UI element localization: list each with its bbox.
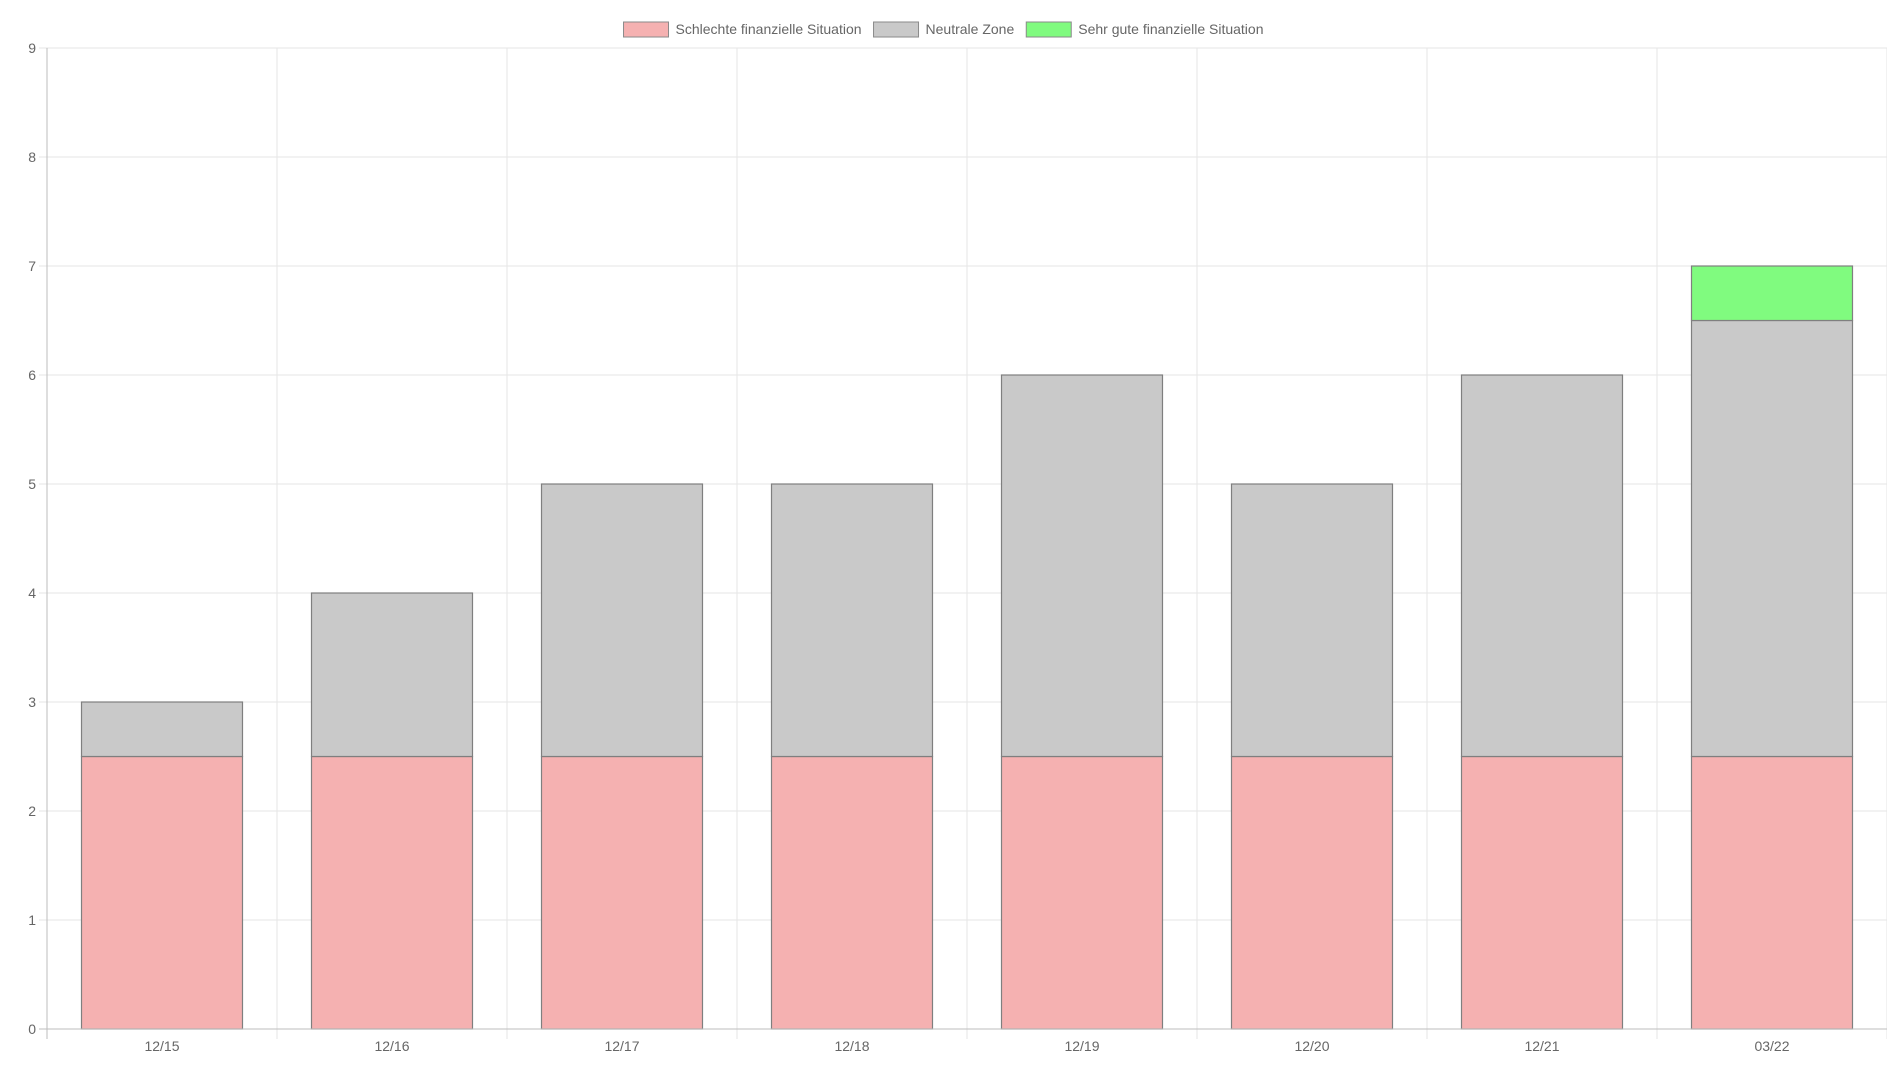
x-tick-label: 03/22: [1754, 1038, 1789, 1054]
y-tick-label: 5: [28, 476, 36, 492]
bar-segment-12-15-series-1[interactable]: [80, 701, 244, 758]
x-tick-label: 12/16: [374, 1038, 409, 1054]
bar-segment-12-20-series-0[interactable]: [1230, 755, 1394, 1030]
x-tick-label: 12/19: [1064, 1038, 1099, 1054]
bar-segment-12-21-series-1[interactable]: [1460, 374, 1624, 758]
bar-segment-12-16-series-0[interactable]: [310, 755, 474, 1030]
x-tick-label: 12/15: [144, 1038, 179, 1054]
x-tick-label: 12/20: [1294, 1038, 1329, 1054]
legend-label: Schlechte finanzielle Situation: [676, 21, 862, 37]
legend-label: Sehr gute finanzielle Situation: [1078, 21, 1263, 37]
bar-segment-03-22-series-0[interactable]: [1690, 755, 1854, 1030]
y-tick-label: 4: [28, 585, 36, 601]
x-tick-label: 12/17: [604, 1038, 639, 1054]
y-tick-label: 3: [28, 694, 36, 710]
bars: [80, 265, 1854, 1030]
y-tick-label: 0: [28, 1021, 36, 1037]
legend-item-1[interactable]: Neutrale Zone: [873, 21, 1015, 38]
grid: [39, 47, 1887, 1039]
y-tick-label: 9: [28, 40, 36, 56]
axes: [39, 48, 1887, 1039]
y-axis-ticks: 0 1 2 3 4 5 6 7 8 9: [28, 40, 36, 1037]
bar-segment-12-15-series-0[interactable]: [80, 755, 244, 1030]
y-tick-label: 1: [28, 912, 36, 928]
y-tick-label: 7: [28, 258, 36, 274]
bar-segment-12-21-series-0[interactable]: [1460, 755, 1624, 1030]
bar-segment-03-22-series-1[interactable]: [1690, 319, 1854, 758]
legend-label: Neutrale Zone: [926, 21, 1015, 37]
y-tick-label: 2: [28, 803, 36, 819]
legend-swatch: [873, 21, 920, 38]
bar-segment-12-18-series-1[interactable]: [770, 483, 934, 758]
legend-item-0[interactable]: Schlechte finanzielle Situation: [623, 21, 862, 38]
y-tick-label: 8: [28, 149, 36, 165]
x-axis-ticks: 12/15 12/16 12/17 12/18 12/19 12/20 12/21 03/22: [144, 1038, 1789, 1054]
legend-item-2[interactable]: Sehr gute finanzielle Situation: [1025, 21, 1263, 38]
y-tick-label: 6: [28, 367, 36, 383]
bar-segment-12-19-series-1[interactable]: [1000, 374, 1164, 758]
bar-segment-03-22-series-2[interactable]: [1690, 265, 1854, 322]
x-tick-label: 12/18: [834, 1038, 869, 1054]
legend-swatch: [1025, 21, 1072, 38]
bar-segment-12-19-series-0[interactable]: [1000, 755, 1164, 1030]
bar-segment-12-17-series-1[interactable]: [540, 483, 704, 758]
x-tick-label: 12/21: [1524, 1038, 1559, 1054]
bar-segment-12-17-series-0[interactable]: [540, 755, 704, 1030]
legend[interactable]: Schlechte finanzielle Situation Neutrale …: [623, 21, 1264, 38]
bar-segment-12-20-series-1[interactable]: [1230, 483, 1394, 758]
bar-segment-12-18-series-0[interactable]: [770, 755, 934, 1030]
bar-segment-12-16-series-1[interactable]: [310, 592, 474, 758]
legend-swatch: [623, 21, 670, 38]
